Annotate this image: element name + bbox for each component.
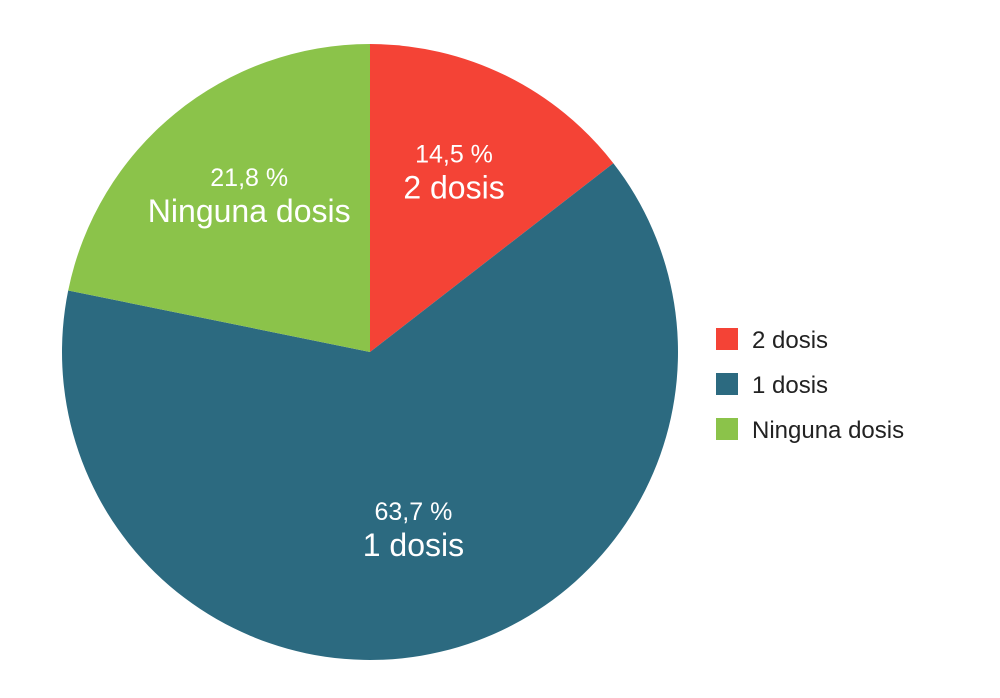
slice-percent-label: 63,7 % <box>374 498 452 526</box>
legend-item-1-dosis: 1 dosis <box>716 372 828 399</box>
legend-swatch <box>716 418 738 440</box>
legend-item-ninguna-dosis: Ninguna dosis <box>716 417 904 444</box>
slice-name-label: Ninguna dosis <box>148 193 351 229</box>
slice-name-label: 2 dosis <box>403 170 504 206</box>
legend-label: 2 dosis <box>752 327 828 354</box>
legend: 2 dosis 1 dosis Ninguna dosis <box>716 327 904 444</box>
slice-percent-label: 21,8 % <box>210 164 288 192</box>
slice-name-label: 1 dosis <box>363 527 464 563</box>
pie-slices <box>62 43 679 661</box>
pie-slice-1-dosis <box>62 163 679 661</box>
legend-item-2-dosis: 2 dosis <box>716 327 828 354</box>
pie-slice-ninguna-dosis <box>68 43 370 352</box>
pie-slice-2-dosis <box>370 44 614 352</box>
slice-percent-label: 14,5 % <box>415 141 493 169</box>
legend-swatch <box>716 373 738 395</box>
pie-labels: 14,5 %2 dosis 63,7 %1 dosis 21,8 %Ninguna … <box>148 141 505 563</box>
legend-swatch <box>716 328 738 350</box>
legend-label: 1 dosis <box>752 372 828 399</box>
legend-label: Ninguna dosis <box>752 417 904 444</box>
